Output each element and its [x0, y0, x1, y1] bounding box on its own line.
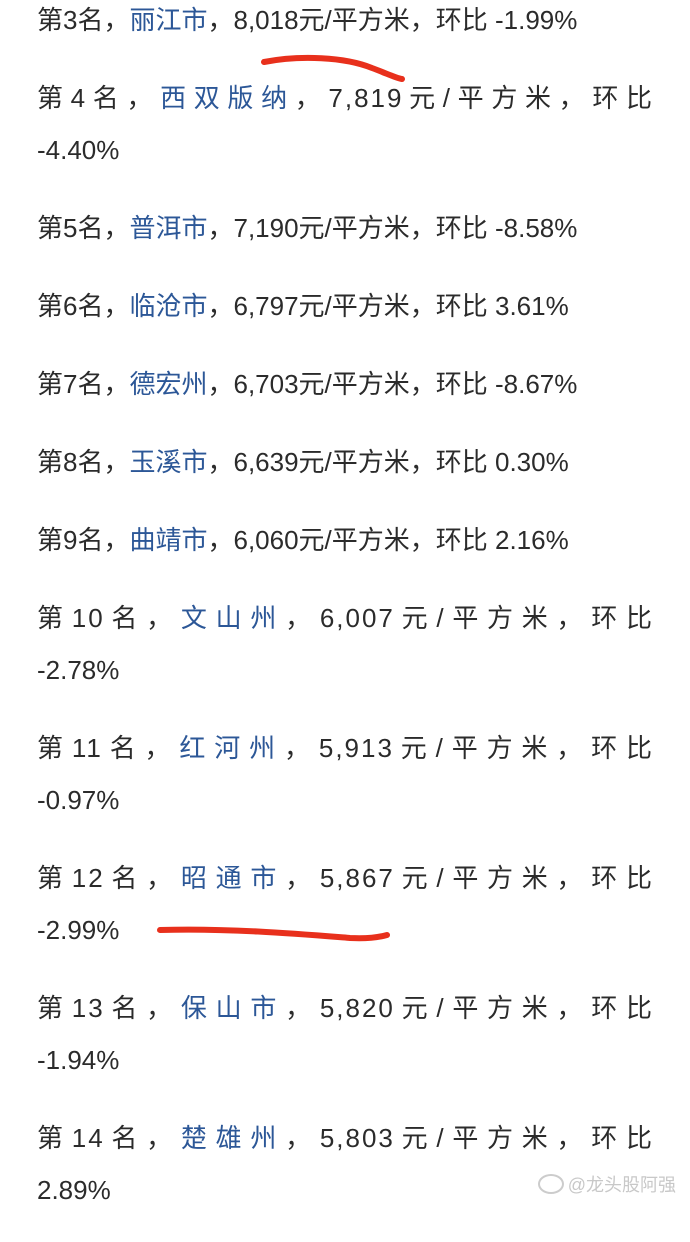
change-value: 2.16% [495, 525, 569, 555]
weibo-icon [537, 1174, 564, 1194]
list-item: 第12名，昭通市，5,867元/平方米，环比 -2.99% [37, 852, 654, 956]
rank-label: 第14名， [37, 1123, 181, 1153]
rank-label: 第6名， [37, 291, 130, 321]
city-link[interactable]: 临沧市 [129, 291, 208, 321]
price-text: ，7,819元/平方米，环比 [294, 83, 654, 113]
change-value: -1.94% [37, 1045, 120, 1075]
city-link[interactable]: 德宏州 [129, 369, 208, 399]
list-item: 第9名，曲靖市，6,060元/平方米，环比 2.16% [37, 514, 654, 566]
rank-label: 第9名， [37, 525, 130, 555]
list-item: 第10名，文山州，6,007元/平方米，环比 -2.78% [37, 592, 654, 696]
watermark-text: @龙头股阿强 [567, 1175, 676, 1195]
change-value: -2.78% [37, 655, 120, 685]
city-link[interactable]: 曲靖市 [129, 525, 208, 555]
change-value: -1.99% [495, 5, 578, 35]
list-item: 第7名，德宏州，6,703元/平方米，环比 -8.67% [37, 358, 654, 410]
rank-label: 第3名， [37, 5, 130, 35]
weibo-watermark: @龙头股阿强 [537, 1171, 676, 1197]
list-item: 第11名，红河州，5,913元/平方米，环比 -0.97% [37, 722, 654, 826]
city-link[interactable]: 昭通市 [180, 863, 286, 893]
change-value: -8.58% [495, 213, 578, 243]
price-text: ，6,797元/平方米，环比 [207, 291, 495, 321]
list-item: 第3名，丽江市，8,018元/平方米，环比 -1.99% [37, 0, 654, 46]
change-value: -2.99% [37, 915, 120, 945]
city-link[interactable]: 文山州 [180, 603, 286, 633]
ranking-list: 第3名，丽江市，8,018元/平方米，环比 -1.99% 第4名，西双版纳，7,8… [37, 0, 654, 1242]
city-link[interactable]: 普洱市 [129, 213, 208, 243]
rank-label: 第7名， [37, 369, 130, 399]
rank-label: 第5名， [37, 213, 130, 243]
price-text: ，6,639元/平方米，环比 [207, 447, 495, 477]
price-text: ，5,913元/平方米，环比 [284, 733, 654, 763]
rank-label: 第13名， [37, 993, 181, 1023]
list-item: 第4名，西双版纳，7,819元/平方米，环比 -4.40% [37, 72, 654, 176]
rank-label: 第10名， [37, 603, 181, 633]
rank-label: 第12名， [37, 863, 181, 893]
city-link[interactable]: 丽江市 [129, 5, 208, 35]
price-text: ，6,007元/平方米，环比 [285, 603, 654, 633]
city-link[interactable]: 楚雄州 [180, 1123, 286, 1153]
change-value: 3.61% [495, 291, 569, 321]
city-link[interactable]: 玉溪市 [129, 447, 208, 477]
city-link[interactable]: 红河州 [179, 733, 284, 763]
city-link[interactable]: 西双版纳 [160, 83, 295, 113]
list-item: 第5名，普洱市，7,190元/平方米，环比 -8.58% [37, 202, 654, 254]
price-text: ，6,060元/平方米，环比 [207, 525, 495, 555]
change-value: -4.40% [37, 135, 120, 165]
change-value: 2.89% [37, 1175, 111, 1205]
price-text: ，8,018元/平方米，环比 [207, 5, 495, 35]
rank-label: 第11名， [37, 733, 180, 763]
change-value: -0.97% [37, 785, 120, 815]
rank-label: 第4名， [37, 83, 161, 113]
price-text: ，6,703元/平方米，环比 [207, 369, 495, 399]
list-item: 第8名，玉溪市，6,639元/平方米，环比 0.30% [37, 436, 654, 488]
price-text: ，5,803元/平方米，环比 [285, 1123, 654, 1153]
price-text: ，5,820元/平方米，环比 [285, 993, 654, 1023]
rank-label: 第8名， [37, 447, 130, 477]
change-value: -8.67% [495, 369, 578, 399]
price-text: ，5,867元/平方米，环比 [285, 863, 654, 893]
change-value: 0.30% [495, 447, 569, 477]
list-item: 第14名，楚雄州，5,803元/平方米，环比 2.89% [37, 1112, 654, 1216]
list-item: 第13名，保山市，5,820元/平方米，环比 -1.94% [37, 982, 654, 1086]
price-text: ，7,190元/平方米，环比 [207, 213, 495, 243]
list-item: 第6名，临沧市，6,797元/平方米，环比 3.61% [37, 280, 654, 332]
city-link[interactable]: 保山市 [180, 993, 286, 1023]
